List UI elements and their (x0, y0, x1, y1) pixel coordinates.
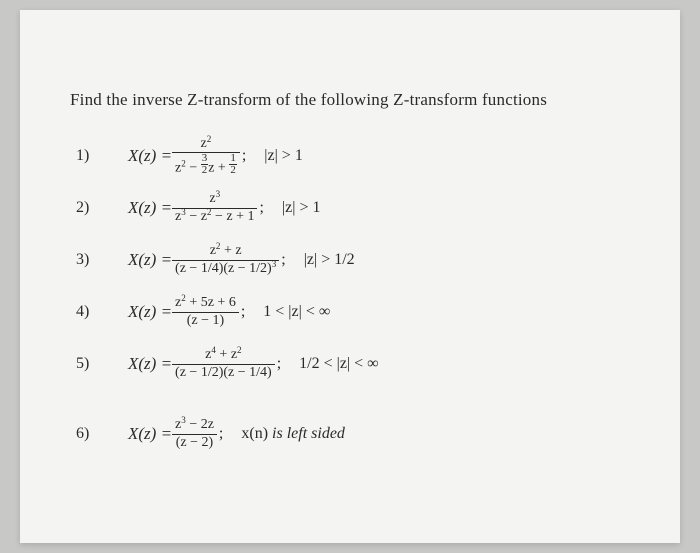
semicolon: ; (259, 199, 263, 217)
problem-lhs: X(z) = (128, 250, 172, 270)
roc: |z| > 1 (282, 199, 321, 217)
paper-sheet: Find the inverse Z-transform of the foll… (20, 10, 680, 543)
problem-number: 2) (70, 199, 128, 217)
denominator: (z − 1/2)(z − 1/4) (172, 365, 275, 381)
problem-number: 5) (70, 355, 128, 373)
denominator: (z − 1/4)(z − 1/2)3 (172, 261, 279, 277)
fraction: z4 + z2 (z − 1/2)(z − 1/4) (172, 347, 275, 380)
fraction: z2 z2 − 32z + 12 (172, 136, 240, 177)
problem-number: 4) (70, 303, 128, 321)
problem-lhs: X(z) = (128, 302, 172, 322)
semicolon: ; (277, 355, 281, 373)
denominator: z3 − z2 − z + 1 (172, 209, 257, 225)
denominator: (z − 2) (172, 435, 217, 451)
semicolon: ; (242, 147, 246, 165)
roc: 1 < |z| < ∞ (263, 303, 330, 321)
spacer (70, 394, 630, 412)
roc: |z| > 1 (264, 147, 303, 165)
problem-lhs: X(z) = (128, 354, 172, 374)
problem-number: 1) (70, 147, 128, 165)
problem-row: 3) X(z) = z2 + z (z − 1/4)(z − 1/2)3 ; |… (70, 238, 630, 282)
fraction: z2 + 5z + 6 (z − 1) (172, 295, 239, 328)
fraction: z3 z3 − z2 − z + 1 (172, 191, 257, 224)
problem-row: 6) X(z) = z3 − 2z (z − 2) ; x(n) is left… (70, 412, 630, 456)
problem-row: 5) X(z) = z4 + z2 (z − 1/2)(z − 1/4) ; 1… (70, 342, 630, 386)
problem-row: 2) X(z) = z3 z3 − z2 − z + 1 ; |z| > 1 (70, 186, 630, 230)
fraction: z2 + z (z − 1/4)(z − 1/2)3 (172, 243, 279, 276)
problem-lhs: X(z) = (128, 198, 172, 218)
page-title: Find the inverse Z-transform of the foll… (70, 90, 630, 110)
numerator: z2 + 5z + 6 (172, 295, 239, 312)
numerator: z2 (172, 136, 240, 153)
roc: |z| > 1/2 (304, 251, 355, 269)
problem-lhs: X(z) = (128, 146, 172, 166)
numerator: z3 − 2z (172, 417, 217, 434)
problem-row: 1) X(z) = z2 z2 − 32z + 12 ; |z| > 1 (70, 134, 630, 178)
roc: x(n) is left sided (241, 425, 345, 443)
semicolon: ; (241, 303, 245, 321)
semicolon: ; (219, 425, 223, 443)
problem-number: 3) (70, 251, 128, 269)
problem-lhs: X(z) = (128, 424, 172, 444)
problem-row: 4) X(z) = z2 + 5z + 6 (z − 1) ; 1 < |z| … (70, 290, 630, 334)
numerator: z4 + z2 (172, 347, 275, 364)
denominator: z2 − 32z + 12 (172, 153, 240, 176)
semicolon: ; (281, 251, 285, 269)
denominator: (z − 1) (172, 313, 239, 329)
problem-number: 6) (70, 425, 128, 443)
roc: 1/2 < |z| < ∞ (299, 355, 378, 373)
numerator: z2 + z (172, 243, 279, 260)
fraction: z3 − 2z (z − 2) (172, 417, 217, 450)
